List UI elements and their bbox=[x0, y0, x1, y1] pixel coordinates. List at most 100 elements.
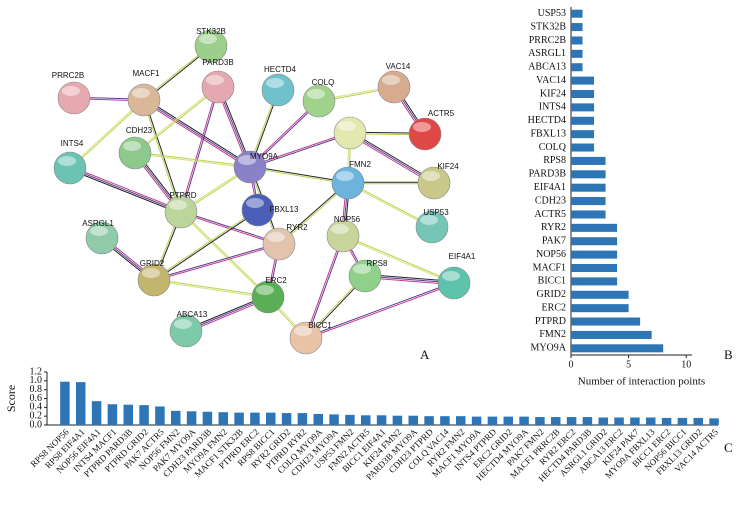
node-highlight bbox=[256, 285, 274, 295]
bar bbox=[709, 418, 719, 425]
network-edge bbox=[348, 133, 434, 185]
network-node bbox=[164, 195, 198, 229]
bar bbox=[571, 290, 629, 299]
network-edge bbox=[249, 131, 350, 167]
network-edge bbox=[142, 100, 181, 213]
network-edge bbox=[180, 212, 268, 298]
y-tick-label: PAK7 bbox=[542, 236, 566, 247]
bar bbox=[693, 417, 703, 425]
node-label: NOP56 bbox=[334, 215, 361, 224]
network-node bbox=[333, 116, 367, 150]
bar bbox=[571, 317, 641, 326]
node-highlight bbox=[338, 121, 356, 131]
network-node bbox=[331, 166, 365, 200]
bar bbox=[582, 417, 593, 425]
bar bbox=[661, 417, 672, 425]
x-tick-label: 10 bbox=[681, 359, 691, 370]
bar bbox=[571, 263, 618, 273]
node-label: ERC2 bbox=[265, 276, 287, 285]
node-highlight bbox=[62, 86, 80, 96]
network-node bbox=[289, 321, 323, 355]
network-node bbox=[348, 259, 382, 293]
y-tick-label: KIF24 bbox=[540, 88, 566, 99]
bar bbox=[646, 417, 656, 425]
bar bbox=[571, 223, 618, 232]
network-edge bbox=[306, 283, 455, 340]
bar bbox=[202, 411, 213, 425]
node-label: FBXL13 bbox=[270, 205, 299, 214]
bar bbox=[424, 416, 434, 425]
bar bbox=[60, 381, 70, 425]
bar bbox=[571, 183, 606, 192]
bar bbox=[376, 415, 387, 425]
network-node bbox=[326, 219, 360, 253]
y-tick-label: FMN2 bbox=[539, 329, 566, 340]
network-node bbox=[408, 117, 442, 151]
bar bbox=[571, 9, 583, 18]
bar bbox=[91, 401, 102, 425]
y-tick-label: 0.8 bbox=[30, 384, 43, 395]
bar bbox=[281, 413, 292, 425]
bar bbox=[571, 143, 595, 152]
network-node bbox=[194, 29, 228, 63]
y-tick-label: 0.2 bbox=[30, 410, 43, 421]
node-highlight bbox=[267, 232, 285, 242]
node-highlight bbox=[238, 155, 256, 165]
y-tick-label: ERC2 bbox=[542, 302, 566, 313]
bar bbox=[677, 417, 688, 425]
y-tick-label: 1.2 bbox=[30, 366, 43, 377]
node-highlight bbox=[169, 200, 187, 210]
network-edge bbox=[135, 151, 251, 167]
bar bbox=[535, 417, 545, 425]
y-tick-label: PARD3B bbox=[529, 169, 567, 180]
y-tick-label: MACF1 bbox=[533, 262, 566, 273]
node-label: GRID2 bbox=[140, 259, 165, 268]
bar bbox=[139, 405, 149, 425]
bar bbox=[571, 250, 618, 259]
node-label: RPS8 bbox=[367, 259, 388, 268]
node-label: RYR2 bbox=[286, 223, 308, 232]
node-label: PARD3B bbox=[202, 58, 233, 67]
bar bbox=[76, 382, 86, 425]
network-edge bbox=[250, 133, 351, 169]
bar bbox=[571, 237, 618, 246]
network-edge bbox=[142, 100, 250, 169]
network-node bbox=[262, 227, 296, 261]
node-highlight bbox=[294, 326, 312, 336]
node-label: KIF24 bbox=[437, 162, 459, 171]
network-node bbox=[302, 84, 336, 118]
bar bbox=[571, 277, 618, 286]
network-node bbox=[53, 151, 87, 185]
network-node bbox=[118, 136, 152, 170]
node-label: INTS4 bbox=[61, 139, 84, 148]
bar bbox=[551, 417, 561, 425]
bar bbox=[571, 76, 595, 85]
y-axis-title: Score bbox=[4, 385, 18, 412]
node-highlight bbox=[413, 122, 431, 132]
node-highlight bbox=[331, 224, 349, 234]
node-highlight bbox=[206, 75, 224, 85]
node-label: VAC14 bbox=[386, 62, 411, 71]
network-node bbox=[233, 150, 267, 184]
network-edge bbox=[154, 210, 259, 282]
node-label: HECTD4 bbox=[264, 65, 297, 74]
network-edge bbox=[306, 236, 345, 339]
bar bbox=[571, 330, 652, 339]
bar bbox=[598, 417, 608, 425]
bar bbox=[571, 130, 595, 139]
node-highlight bbox=[307, 89, 325, 99]
node-highlight bbox=[199, 34, 217, 44]
network-edge bbox=[305, 281, 454, 338]
network-edge bbox=[153, 242, 279, 280]
network-edge bbox=[154, 278, 269, 297]
network-node bbox=[137, 263, 171, 297]
network-edge bbox=[70, 100, 145, 169]
node-label: PRRC2B bbox=[52, 71, 84, 80]
bar bbox=[571, 156, 606, 165]
y-tick-label: 0.6 bbox=[30, 393, 43, 404]
x-tick-label: 0 bbox=[569, 359, 574, 370]
network-node bbox=[85, 221, 119, 255]
y-tick-label: 1.0 bbox=[30, 375, 43, 386]
bar bbox=[471, 416, 482, 425]
